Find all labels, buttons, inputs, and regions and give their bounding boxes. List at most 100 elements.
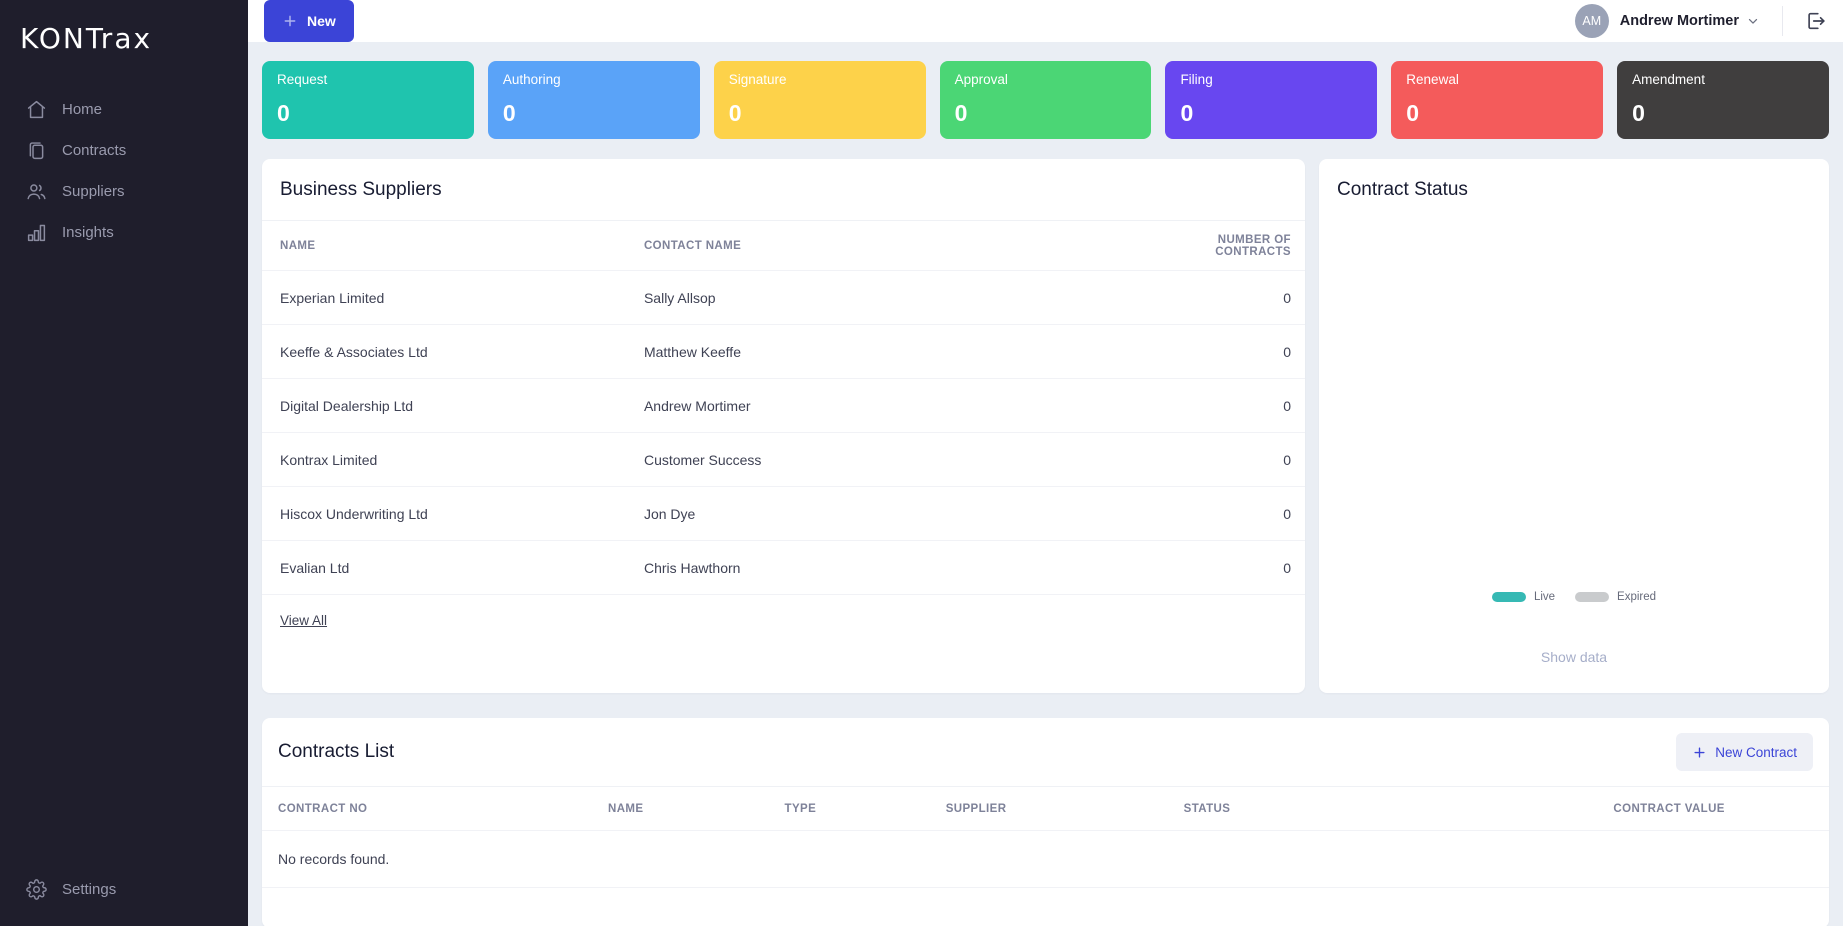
column-header-contact-name: CONTACT NAME [643,239,742,252]
sidebar-item-label: Settings [62,881,117,898]
new-button-label: New [307,13,336,29]
status-card-label: Authoring [502,72,561,87]
suppliers-table-header: NAME CONTACT NAME NUMBER OF CONTRACTS [262,221,1305,271]
business-suppliers-header: Business Suppliers [262,159,1305,221]
contracts-count: 0 [1283,343,1291,360]
status-card-label: Signature [728,72,787,87]
table-row[interactable]: Keeffe & Associates Ltd Matthew Keeffe 0 [262,325,1305,379]
column-header-type: TYPE [784,802,817,815]
sidebar-item-settings[interactable]: Settings [0,869,248,910]
table-row[interactable]: Hiscox Underwriting Ltd Jon Dye 0 [262,487,1305,541]
status-card-label: Approval [954,72,1008,87]
legend-item-live[interactable]: Live [1491,591,1556,603]
insights-icon [26,222,47,243]
supplier-name: Experian Limited [280,289,385,306]
status-card-filing[interactable]: Filing 0 [1165,61,1378,139]
content: Request 0 Authoring 0 Signature 0 Approv… [248,42,1843,926]
main-area: New AM Andrew Mortimer Request 0 Authori… [248,0,1843,926]
show-data-link[interactable]: Show data [1540,649,1608,665]
status-card-value: 0 [502,100,516,126]
contracts-list-header: Contracts List New Contract [262,718,1829,787]
sidebar-nav: Home Contracts Suppliers Insights Settin… [0,89,248,900]
contact-name: Customer Success [643,451,762,468]
empty-state-row: No records found. [262,831,1829,888]
supplier-name: Kontrax Limited [280,451,378,468]
column-header-status: STATUS [1183,802,1231,815]
chart-legend: Live Expired [1319,591,1829,603]
sidebar-item-suppliers[interactable]: Suppliers [0,171,248,212]
contract-status-header: Contract Status [1319,159,1829,220]
status-card-label: Renewal [1406,72,1459,87]
contracts-count: 0 [1283,559,1291,576]
status-card-amendment[interactable]: Amendment 0 [1617,61,1830,139]
status-cards-row: Request 0 Authoring 0 Signature 0 Approv… [262,61,1830,139]
sidebar-item-label: Contracts [62,142,127,159]
new-button[interactable]: New [264,0,354,42]
chevron-down-icon[interactable] [1746,14,1760,28]
contact-name: Sally Allsop [643,289,716,306]
sidebar-item-insights[interactable]: Insights [0,212,248,253]
contact-name: Chris Hawthorn [643,559,741,576]
sidebar-item-home[interactable]: Home [0,89,248,130]
status-card-label: Amendment [1632,72,1705,87]
contracts-count: 0 [1283,505,1291,522]
table-row[interactable]: Kontrax Limited Customer Success 0 [262,433,1305,487]
legend-label: Expired [1617,591,1657,603]
avatar[interactable]: AM [1574,4,1609,38]
logout-icon[interactable] [1805,10,1827,32]
empty-message: No records found. [278,851,390,867]
status-card-authoring[interactable]: Authoring 0 [487,61,700,139]
status-card-signature[interactable]: Signature 0 [713,61,926,139]
status-card-request[interactable]: Request 0 [262,61,474,139]
contracts-icon [26,140,47,161]
view-all-link[interactable]: View All [280,612,328,628]
gear-icon [26,879,47,900]
legend-label: Live [1533,591,1556,603]
status-card-approval[interactable]: Approval 0 [939,61,1152,139]
sidebar-item-contracts[interactable]: Contracts [0,130,248,171]
contract-status-panel: Contract Status Live Expired Show data [1318,159,1829,693]
supplier-name: Digital Dealership Ltd [280,397,414,414]
new-contract-button-label: New Contract [1715,744,1797,760]
topbar-right: AM Andrew Mortimer [1574,4,1827,38]
contact-name: Matthew Keeffe [643,343,741,360]
legend-item-expired[interactable]: Expired [1575,591,1656,603]
column-header-name: NAME [280,239,316,252]
legend-swatch-expired [1575,592,1610,602]
status-card-value: 0 [728,100,742,126]
business-suppliers-panel: Business Suppliers NAME CONTACT NAME NUM… [262,159,1305,693]
contracts-table-header: CONTRACT NO NAME TYPE SUPPLIER STATUS CO… [262,787,1829,831]
table-row[interactable]: Evalian Ltd Chris Hawthorn 0 [262,541,1305,595]
sidebar: KONTrax Home Contracts Suppliers Insight… [0,0,248,926]
status-card-renewal[interactable]: Renewal 0 [1391,61,1604,139]
sidebar-item-label: Home [62,101,103,118]
topbar: New AM Andrew Mortimer [248,0,1843,42]
status-card-label: Filing [1180,72,1213,87]
user-name[interactable]: Andrew Mortimer [1619,13,1739,29]
new-contract-button[interactable]: New Contract [1676,733,1813,771]
supplier-name: Keeffe & Associates Ltd [280,343,428,360]
supplier-name: Evalian Ltd [280,559,350,576]
panel-title: Business Suppliers [280,179,442,200]
status-card-value: 0 [1406,100,1420,126]
column-header-supplier: SUPPLIER [945,802,1007,815]
table-row[interactable]: Experian Limited Sally Allsop 0 [262,271,1305,325]
home-icon [26,99,47,120]
column-header-contract-no: CONTRACT NO [278,802,368,815]
panel-title: Contract Status [1336,179,1468,200]
status-card-value: 0 [954,100,968,126]
status-card-label: Request [277,72,328,87]
topbar-divider [1782,6,1783,36]
plus-icon [282,13,298,29]
contracts-count: 0 [1283,451,1291,468]
column-header-name: NAME [608,802,644,815]
column-header-contract-value: CONTRACT VALUE [1613,802,1725,815]
contracts-count: 0 [1283,289,1291,306]
table-row[interactable]: Digital Dealership Ltd Andrew Mortimer 0 [262,379,1305,433]
contracts-count: 0 [1283,397,1291,414]
status-card-value: 0 [1632,100,1645,126]
column-header-number-of-contracts: NUMBER OF CONTRACTS [1215,233,1291,258]
middle-row: Business Suppliers NAME CONTACT NAME NUM… [262,159,1829,693]
contact-name: Andrew Mortimer [643,397,751,414]
supplier-name: Hiscox Underwriting Ltd [280,505,428,522]
